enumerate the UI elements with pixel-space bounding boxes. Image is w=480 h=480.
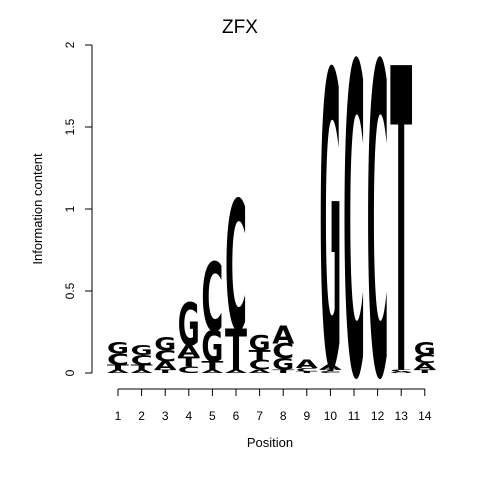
logo-column-13: ACT [390,0,413,468]
y-axis: 0 0.5 1 1.5 2 [63,41,93,376]
x-tick-label: 13 [395,409,409,423]
y-tick-label: 1.5 [63,118,77,135]
logo-column-12: C [367,0,389,475]
logo-letter-t: T [225,317,247,383]
x-tick-label: 9 [303,409,310,423]
logo-letter-t: T [390,0,412,468]
logo-letter-a: A [249,369,271,374]
logo-letter-c: C [249,358,271,374]
x-tick-label: 7 [256,409,263,423]
logo-letter-a: A [414,361,437,372]
logo-column-11: C [343,0,365,475]
logo-letter-a: A [225,369,247,374]
logo-letter-c: C [390,369,412,372]
logo-letter-t: T [201,359,224,372]
logo-letter-g: G [249,331,271,355]
x-tick-label: 11 [348,409,361,423]
logo-letter-a: A [131,369,153,374]
x-tick-label: 4 [185,409,192,423]
x-tick-label: 2 [138,409,145,423]
logo-letter-t: T [414,369,436,374]
logo-letter-c: C [343,0,365,475]
logo-letter-a: A [201,369,223,374]
logo-letter-a: A [319,364,341,372]
logo-letter-a: A [390,371,413,374]
logo-letter-t: T [272,369,294,374]
logo-letter-g: G [201,323,223,372]
logo-letter-c: C [319,371,341,374]
logo-letter-t: T [319,369,342,372]
logo-letter-t: T [296,371,319,374]
logo-letter-c: C [178,365,200,376]
logo-letter-t: T [154,369,176,374]
logo-letter-a: A [107,369,129,374]
logo-letter-c: C [296,367,318,372]
y-tick-label: 0.5 [63,282,77,299]
x-tick-label: 10 [324,409,338,423]
x-tick-label: 8 [280,409,287,423]
logo-letter-t: T [107,364,129,372]
logo-letter-t: T [249,347,271,363]
logo-letter-c: C [225,166,247,372]
logo-letter-a: A [178,343,200,361]
logo-letter-t: T [131,364,153,372]
x-tick-label: 12 [371,409,385,423]
logo-letter-c: C [154,347,176,365]
x-axis: 1 2 3 4 5 6 7 8 9 10 11 12 13 14 [115,388,432,423]
y-axis-label: Information content [30,153,45,265]
logo-letter-g: G [272,356,294,374]
logo-letter-c: C [107,350,129,368]
logo-letter-g: G [178,291,200,359]
y-tick-label: 0 [63,369,77,376]
y-tick-label: 2 [63,41,77,48]
x-tick-label: 3 [162,409,169,423]
x-tick-label: 14 [418,409,432,423]
logo-letter-c: C [201,243,223,354]
logo-letter-c: C [414,353,436,366]
logo-letter-g: G [414,339,436,359]
logo-letter-a: A [296,358,318,371]
logo-column-6: ATC [225,166,247,384]
logo-letter-a: A [154,360,176,373]
logo-letter-g: G [131,343,153,359]
x-tick-label: 6 [233,409,240,423]
logo-letter-c: C [131,353,153,369]
logo-letter-g: G [107,340,129,358]
x-tick-label: 1 [115,409,122,423]
chart-title: ZFX [222,17,258,38]
x-tick-label: 5 [209,409,216,423]
logo-letter-a: A [272,321,294,350]
logo-letter-c: C [367,0,389,475]
logo-letter-g: G [319,0,341,461]
logo-letter-g: G [154,334,176,354]
logo-letter-c: C [272,340,294,364]
y-tick-label: 1 [63,205,77,212]
logo-letter-t: T [178,354,200,370]
x-axis-label: Position [247,435,293,450]
logo-column-9: TCA [296,358,319,373]
